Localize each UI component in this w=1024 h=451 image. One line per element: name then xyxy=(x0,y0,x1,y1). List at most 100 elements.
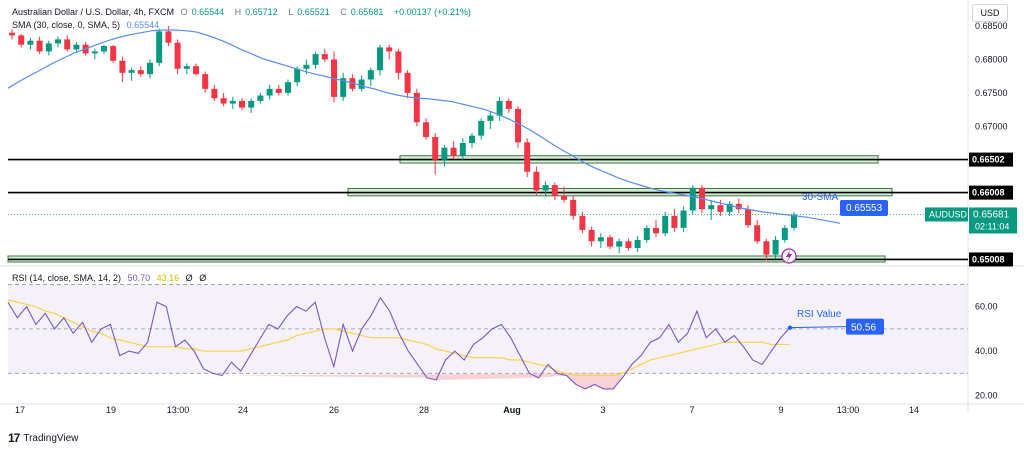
candle-body xyxy=(165,31,172,43)
candle-body xyxy=(174,42,181,69)
time-tick-label: 26 xyxy=(329,405,339,415)
candle-body xyxy=(36,40,43,52)
level-tag-label: 0.66502 xyxy=(972,155,1005,165)
price-tick-label: 0.67500 xyxy=(975,88,1008,98)
rsi-legend-value: 50.70 xyxy=(127,273,151,283)
candle-body xyxy=(763,241,770,255)
candle-body xyxy=(735,203,742,210)
candle-body xyxy=(128,70,135,73)
level-tag-label: 0.66008 xyxy=(972,188,1005,198)
sma-tag-bg xyxy=(840,200,888,216)
candle-body xyxy=(119,60,126,73)
rsi-tick-label: 40.00 xyxy=(975,346,998,356)
candle-body xyxy=(432,136,439,160)
candle-body xyxy=(404,72,411,93)
time-tick-label: 28 xyxy=(419,405,429,415)
time-tick-label: 9 xyxy=(778,405,783,415)
candle-body xyxy=(671,215,678,228)
time-tick-label: 7 xyxy=(689,405,694,415)
price-tick-label: 0.67000 xyxy=(975,121,1008,131)
rsi-tick-label: 20.00 xyxy=(975,391,998,401)
candle-body xyxy=(395,51,402,73)
candle-body xyxy=(220,98,227,104)
candle-body xyxy=(496,100,503,116)
candle-body xyxy=(653,227,659,234)
candle-body xyxy=(358,79,365,89)
rsi-legend-extra1: Ø xyxy=(185,273,193,283)
ohlc-change: +0.00137 (+0.21%) xyxy=(393,7,471,17)
candle-body xyxy=(9,32,15,36)
candle-body xyxy=(211,88,218,99)
candle-body xyxy=(607,237,613,247)
ohlc-open: O 0.65544 xyxy=(180,7,225,17)
candle-body xyxy=(708,205,715,210)
symbol-title: Australian Dollar / U.S. Dollar, 4h, FXC… xyxy=(12,7,175,17)
current-price-tag-bg xyxy=(969,207,1017,234)
candle-body xyxy=(689,187,696,211)
candle-body xyxy=(64,39,71,50)
rsi-legend-extra2: Ø xyxy=(199,273,207,283)
candle-body xyxy=(579,215,586,230)
tradingview-logo-icon: 17 xyxy=(8,431,20,445)
candle-body xyxy=(754,225,761,242)
candle-body xyxy=(542,185,549,191)
candle-body xyxy=(147,62,153,75)
ohlc-low: L 0.65521 xyxy=(288,7,330,17)
currency-selector[interactable]: USD xyxy=(972,4,1008,22)
candle-body xyxy=(597,237,604,242)
candle-body xyxy=(524,142,531,172)
ohlc-high: H 0.65712 xyxy=(234,7,278,17)
time-tick-label: 14 xyxy=(909,405,919,415)
candle-body xyxy=(450,147,457,156)
level-tag-bg xyxy=(969,152,1013,167)
tradingview-logo[interactable]: 17 TradingView xyxy=(8,431,78,445)
candle-body xyxy=(625,241,632,248)
symbol-legend: Australian Dollar / U.S. Dollar, 4h, FXC… xyxy=(12,7,475,17)
rsi-oversold-fill xyxy=(222,373,623,389)
candle-body xyxy=(717,205,724,212)
candle-body xyxy=(101,46,107,52)
candle-body xyxy=(367,70,374,80)
candle-body xyxy=(772,239,779,255)
current-price-countdown: 02:11:04 xyxy=(975,221,1009,231)
level-tag-bg xyxy=(969,185,1013,200)
rsi-tag-label: 50.56 xyxy=(851,323,876,334)
rsi-legend-sma: 43.16 xyxy=(156,273,180,283)
sma-legend-value: 0.65544 xyxy=(126,20,160,30)
candle-body xyxy=(294,68,301,83)
candle-body xyxy=(616,241,623,247)
price-tick-label: 0.68500 xyxy=(975,21,1008,31)
candle-body xyxy=(533,171,540,191)
candle-body xyxy=(551,185,558,196)
sma-legend: SMA (30, close, 0, SMA, 5) 0.65544 xyxy=(12,20,163,30)
candle-body xyxy=(505,100,512,109)
candle-body xyxy=(680,210,687,228)
candle-body xyxy=(110,46,117,61)
candle-body xyxy=(441,147,448,160)
symbol-tag-bg xyxy=(925,207,968,222)
time-tick-label: 13:00 xyxy=(167,405,190,415)
rsi-legend: RSI (14, close, SMA, 14, 2) 50.70 43.16 … xyxy=(12,273,210,283)
candle-body xyxy=(561,195,567,200)
candle-body xyxy=(423,122,429,137)
candle-body xyxy=(285,82,291,93)
candle-body xyxy=(55,39,61,44)
tradingview-logo-text: TradingView xyxy=(23,432,79,444)
candle-body xyxy=(469,135,475,144)
price-tick-label: 0.68000 xyxy=(975,54,1008,64)
candle-body xyxy=(781,227,788,240)
sma-line xyxy=(7,29,841,224)
candle-body xyxy=(413,92,420,123)
candle-body xyxy=(193,66,199,75)
candle-body xyxy=(266,88,273,96)
lightning-icon-glyph xyxy=(786,250,792,262)
candle-body xyxy=(239,100,245,108)
candle-body xyxy=(791,214,797,228)
candle-body xyxy=(588,229,595,242)
rsi-tick-label: 60.00 xyxy=(975,302,998,312)
candle-body xyxy=(321,54,328,60)
candle-body xyxy=(515,108,521,143)
candle-body xyxy=(459,143,466,156)
candle-body xyxy=(202,74,209,89)
